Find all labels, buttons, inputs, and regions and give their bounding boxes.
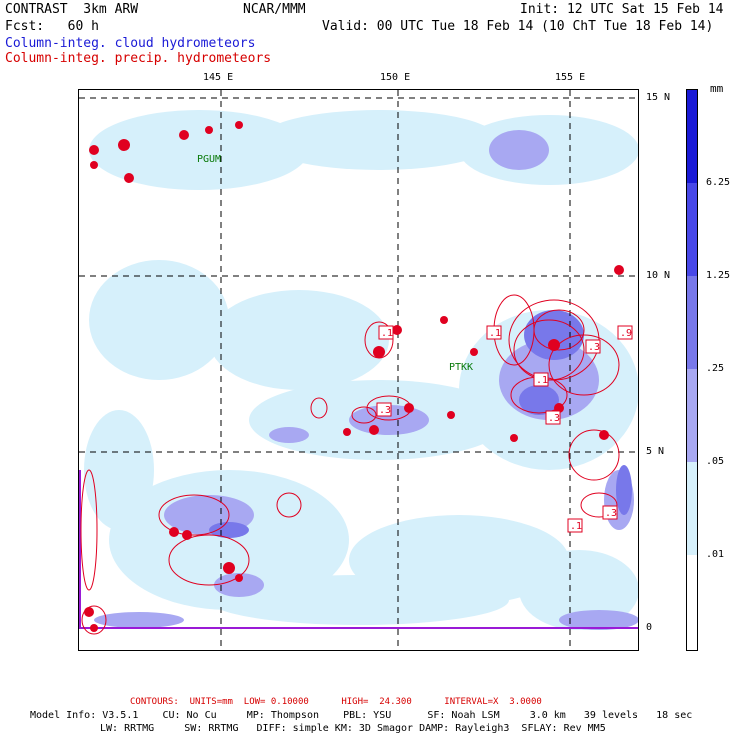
colorbar-label: .05 — [706, 456, 725, 467]
cloud-field-strong — [209, 310, 632, 538]
contour-label: .3 — [548, 413, 560, 424]
colorbar-label: 6.25 — [706, 177, 731, 188]
lon-label-150: 150 E — [380, 72, 411, 83]
colorbar-swatch — [687, 555, 697, 650]
contour-label-box: .1 — [567, 518, 583, 533]
contour-labels: .1 .1 .3 .9 .1 .3 .3 .1 .3 — [376, 325, 633, 533]
colorbar-swatch — [687, 276, 697, 369]
contour-label: .1 — [381, 328, 393, 339]
init-time: Init: 12 UTC Sat 15 Feb 14 — [520, 2, 724, 17]
colorbar-swatch — [687, 369, 697, 462]
contour-label: .1 — [489, 328, 501, 339]
contour-label-box: .1 — [378, 325, 394, 340]
colorbar-unit: mm — [710, 82, 724, 95]
colorbar — [686, 89, 698, 651]
station-label-pgum: PGUM — [197, 154, 221, 165]
lat-label-5n: 5 N — [646, 446, 665, 457]
contour-label-box: .3 — [545, 410, 561, 425]
colorbar-swatch — [687, 90, 697, 183]
contour-label: .1 — [536, 375, 548, 386]
model-info-line1: Model Info: V3.5.1 CU: No Cu MP: Thompso… — [30, 710, 693, 721]
colorbar-label: .01 — [706, 549, 725, 560]
contour-label-box: .3 — [585, 339, 601, 354]
lon-label-155: 155 E — [555, 72, 586, 83]
lat-label-15n: 15 N — [646, 92, 671, 103]
contour-label: .9 — [620, 328, 632, 339]
contour-label-box: .9 — [617, 325, 633, 340]
contour-label-box: .1 — [486, 325, 502, 340]
model-title: CONTRAST 3km ARW — [5, 2, 139, 17]
contour-label: .3 — [605, 508, 617, 519]
colorbar-swatch — [687, 183, 697, 276]
station-label-ptkk: PTKK — [449, 362, 473, 373]
field-precip-label: Column-integ. precip. hydrometeors — [5, 51, 272, 66]
colorbar-label: 1.25 — [706, 270, 731, 281]
lat-label-10n: 10 N — [646, 270, 671, 281]
contour-label: .3 — [379, 405, 391, 416]
lat-label-0: 0 — [646, 622, 653, 633]
map-canvas: .1 .1 .3 .9 .1 .3 .3 .1 .3 PGUM PTKK — [79, 90, 638, 650]
colorbar-swatch — [687, 462, 697, 555]
contour-label: .1 — [570, 521, 582, 532]
field-cloud-label: Column-integ. cloud hydrometeors — [5, 36, 256, 51]
org-label: NCAR/MMM — [243, 2, 306, 17]
colorbar-label: .25 — [706, 363, 725, 374]
lon-label-145: 145 E — [203, 72, 234, 83]
forecast-hour: Fcst: 60 h — [5, 19, 99, 34]
contour-info: CONTOURS: UNITS=mm LOW= 0.10000 HIGH= 24… — [130, 697, 542, 707]
contour-label: .3 — [588, 342, 600, 353]
graticule — [79, 90, 638, 650]
contour-label-box: .1 — [533, 372, 549, 387]
contour-label-box: .3 — [602, 505, 618, 520]
map-panel: .1 .1 .3 .9 .1 .3 .3 .1 .3 PGUM PTKK — [78, 89, 639, 651]
contour-label-box: .3 — [376, 402, 392, 417]
model-info-line2: LW: RRTMG SW: RRTMG DIFF: simple KM: 3D … — [100, 723, 606, 734]
valid-time: Valid: 00 UTC Tue 18 Feb 14 (10 ChT Tue … — [322, 19, 714, 34]
